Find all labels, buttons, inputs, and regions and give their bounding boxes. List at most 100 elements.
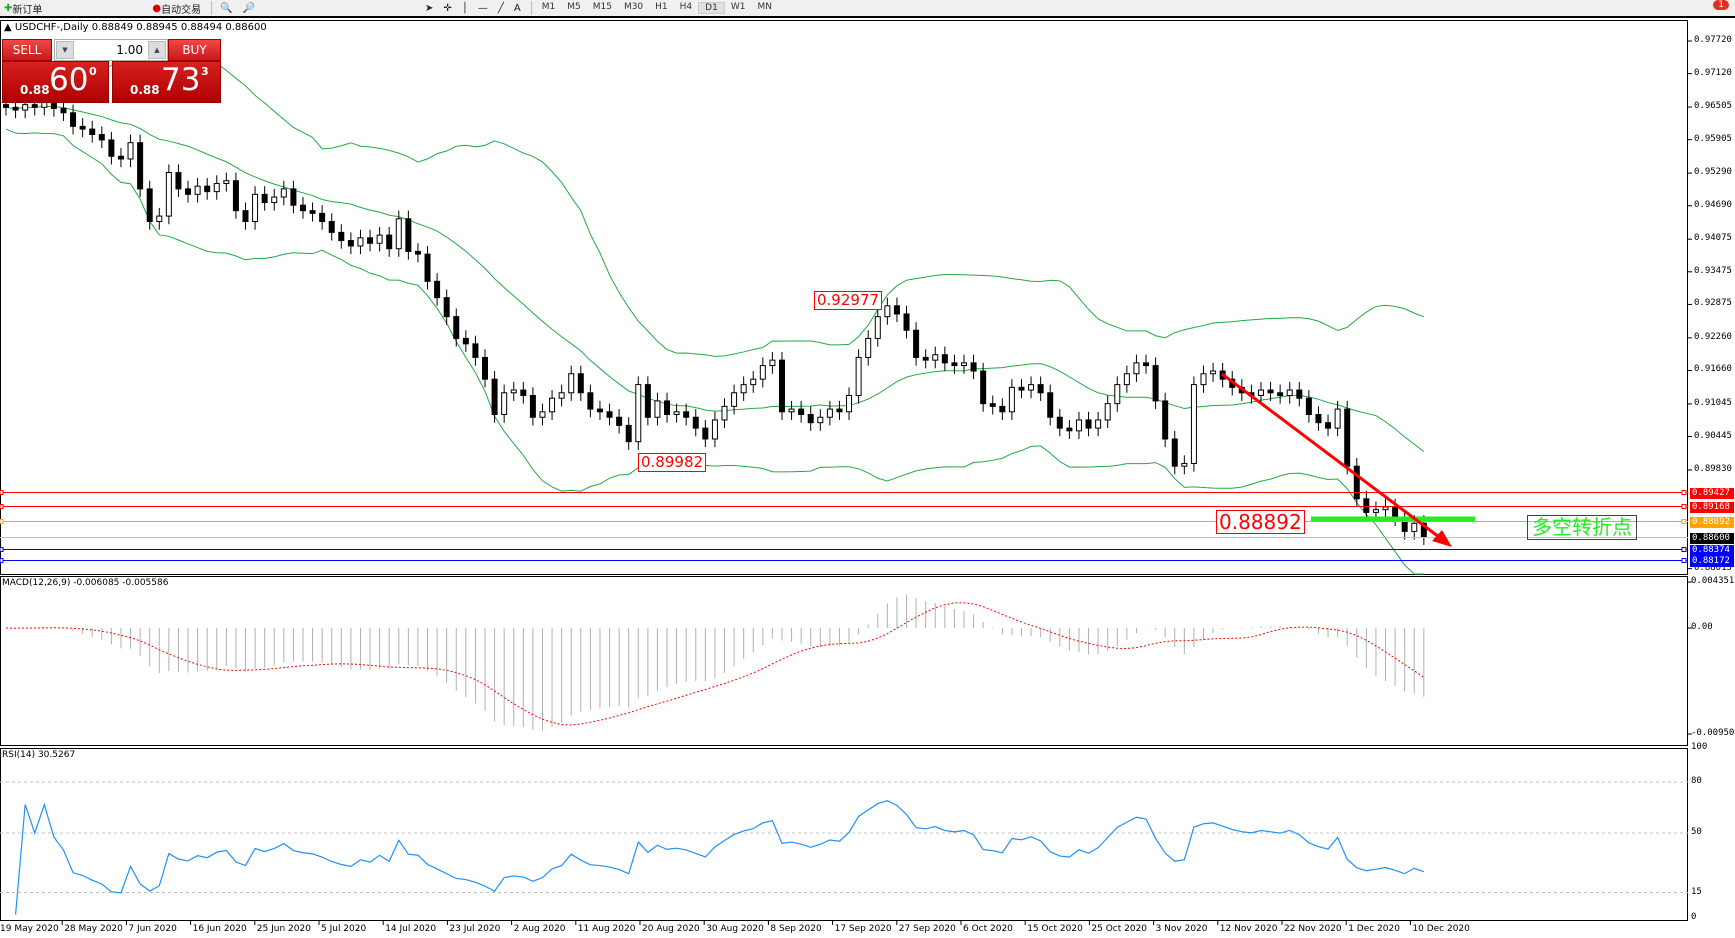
timeframe-d1[interactable]: D1 <box>698 2 725 14</box>
turning-point-label: 多空转折点 <box>1527 515 1637 540</box>
bear-candle <box>1325 422 1332 429</box>
cursor-icon[interactable]: ➤ <box>425 2 434 14</box>
bear-candle <box>386 234 393 250</box>
bear-candle <box>367 237 374 244</box>
bear-candle <box>836 408 843 413</box>
zoom-out-icon[interactable]: 🔎 <box>242 2 256 14</box>
bear-candle <box>1143 362 1150 367</box>
price-level-tag: 0.88600 <box>1690 532 1734 544</box>
lot-increase-button[interactable]: ▲ <box>148 41 166 59</box>
bear-candle <box>424 253 431 282</box>
date-label: 22 Nov 2020 <box>1284 924 1342 934</box>
timeframe-m30[interactable]: M30 <box>623 2 644 12</box>
timeframe-mn[interactable]: MN <box>757 2 772 12</box>
timeframe-h1[interactable]: H1 <box>655 2 668 12</box>
bear-candle <box>980 370 987 405</box>
bear-candle <box>529 394 536 418</box>
price-axis-label: 0.92875 <box>1694 298 1732 309</box>
date-label: 5 Jul 2020 <box>321 924 367 934</box>
bear-candle <box>70 112 77 127</box>
buy-price[interactable]: 0.88 73 3 <box>112 61 221 103</box>
bollinger-lower <box>5 128 1424 575</box>
bear-candle <box>1037 384 1044 394</box>
bull-candle <box>568 373 575 394</box>
date-label: 7 Jun 2020 <box>128 924 177 934</box>
trendline-icon[interactable]: ╱ <box>497 2 504 14</box>
price-axis-label: 0.91045 <box>1694 397 1732 408</box>
divider <box>530 1 532 15</box>
timeframe-w1[interactable]: W1 <box>730 2 746 12</box>
crosshair-icon[interactable]: ✛ <box>443 2 452 14</box>
notification-badge[interactable]: 1 <box>1713 0 1729 10</box>
new-order-button[interactable]: ✚ 新订单 <box>4 2 43 16</box>
timeframe-m15[interactable]: M15 <box>592 2 612 12</box>
timeframe-m1[interactable]: M1 <box>541 2 556 12</box>
bear-candle <box>1353 465 1360 500</box>
bull-candle <box>1008 386 1015 413</box>
bear-candle <box>596 408 603 413</box>
bear-candle <box>999 405 1006 413</box>
bear-candle <box>89 128 96 136</box>
sell-price[interactable]: 0.88 60 0 <box>2 61 109 103</box>
bear-candle <box>319 212 326 223</box>
bear-candle <box>1047 392 1054 418</box>
price-axis-label: 0.90445 <box>1694 430 1732 441</box>
date-label: 25 Jun 2020 <box>256 924 311 934</box>
horizontal-line-icon[interactable]: — <box>477 2 488 14</box>
vertical-line-icon[interactable]: │ <box>461 2 468 14</box>
rsi-axis-label: 0 <box>1691 912 1697 922</box>
price-axis-label: 0.97720 <box>1694 35 1732 45</box>
macd-axis-label: 0.00 <box>1691 622 1713 632</box>
bear-candle <box>299 204 306 212</box>
level-handle <box>0 519 4 524</box>
lot-decrease-button[interactable]: ▼ <box>56 41 74 59</box>
date-label: 25 Oct 2020 <box>1091 924 1148 934</box>
buy-button[interactable]: BUY <box>168 39 221 61</box>
sell-button[interactable]: SELL <box>2 39 52 61</box>
lot-size-field[interactable]: ▼ 1.00 ▲ <box>54 39 168 61</box>
bear-candle <box>520 389 527 396</box>
bear-candle <box>232 180 239 212</box>
bear-candle <box>951 362 958 367</box>
date-label: 8 Sep 2020 <box>770 924 822 934</box>
rsi-axis-label: 80 <box>1691 776 1702 786</box>
bull-candle <box>165 172 172 217</box>
timeframe-m5[interactable]: M5 <box>567 2 581 12</box>
bull-candle <box>855 356 862 396</box>
bear-candle <box>31 104 38 108</box>
bull-candle <box>826 408 833 418</box>
lot-size-input[interactable]: 1.00 <box>116 43 143 57</box>
bull-candle <box>1190 384 1197 464</box>
bear-candle <box>702 427 709 440</box>
bear-candle <box>347 240 354 247</box>
bull-candle <box>1411 522 1418 532</box>
auto-trading-button[interactable]: ● 自动交易 <box>152 2 202 16</box>
bull-candle <box>510 389 517 394</box>
bear-candle <box>261 193 268 203</box>
bull-candle <box>1104 403 1111 421</box>
main-chart-frame <box>0 20 1688 575</box>
bear-candle <box>137 142 144 190</box>
date-label: 16 Jun 2020 <box>192 924 247 934</box>
date-label: 23 Jul 2020 <box>449 924 501 934</box>
timeframe-h4[interactable]: H4 <box>679 2 693 12</box>
bull-candle <box>731 392 738 407</box>
level-handle <box>0 547 4 552</box>
bull-candle <box>846 394 853 413</box>
bear-candle <box>1363 498 1370 513</box>
bull-candle <box>558 392 565 399</box>
bear-candle <box>1305 397 1312 416</box>
bull-candle <box>1181 462 1188 467</box>
bear-candle <box>1066 427 1073 432</box>
bear-candle <box>1056 416 1063 429</box>
text-icon[interactable]: A <box>513 2 521 14</box>
rsi-label: RSI(14) 30.5267 <box>2 750 76 760</box>
rsi-panel-frame <box>0 748 1688 921</box>
bear-candle <box>185 188 192 195</box>
zoom-in-icon[interactable]: 🔍 <box>220 2 233 14</box>
bear-candle <box>309 210 316 214</box>
bear-candle <box>146 188 153 223</box>
bull-candle <box>1114 384 1121 405</box>
bear-candle <box>1267 389 1274 394</box>
